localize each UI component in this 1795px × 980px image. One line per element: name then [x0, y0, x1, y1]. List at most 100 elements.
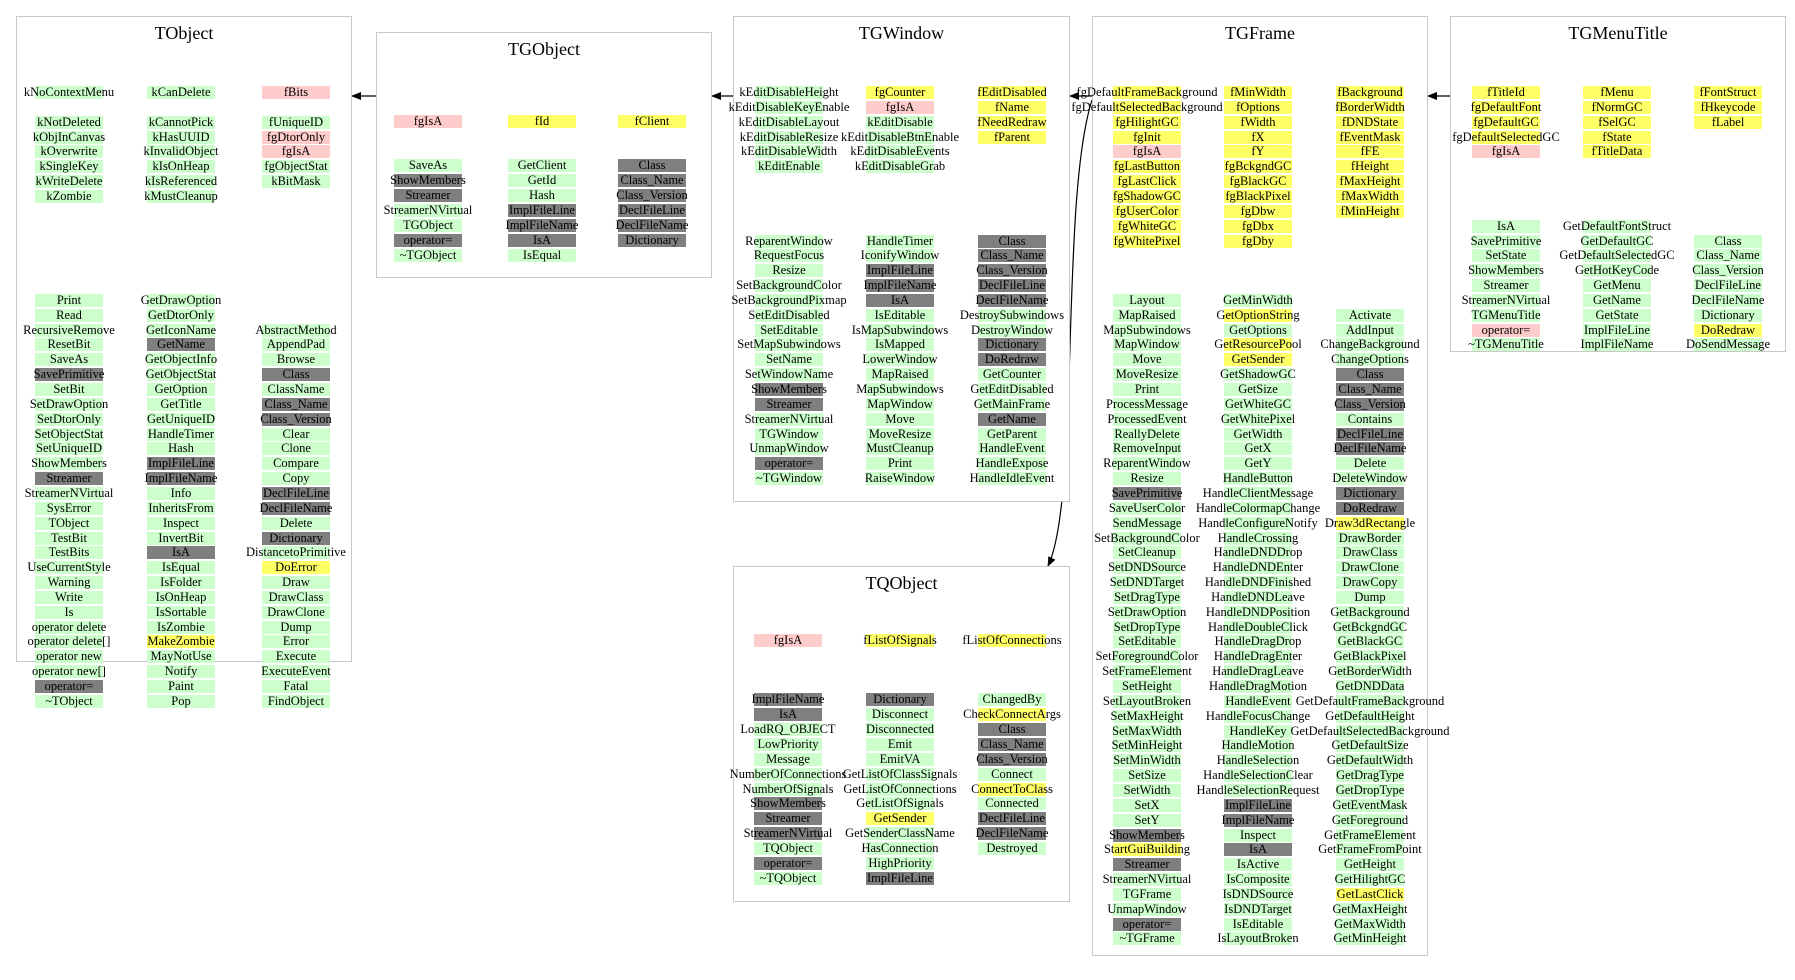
class-member: fMinHeight [1220, 205, 1520, 218]
class-member: DrawClone [1220, 561, 1520, 574]
class-member: IsFolder [31, 576, 331, 589]
class-member: SavePrimitive [0, 368, 219, 381]
member-label: StreamerNVirtual [383, 203, 473, 217]
member-label: GetMinWidth [1223, 293, 1293, 307]
class-member: kIsReferenced [31, 175, 331, 188]
class-member: Dump [146, 621, 446, 634]
member-label: DeclFileName [1691, 293, 1765, 307]
member-label: fgCounter [874, 85, 926, 99]
class-member: fBits [146, 86, 446, 99]
class-member: kBitMask [146, 175, 446, 188]
class-member: Browse [146, 353, 446, 366]
member-label: kEditDisableKeyEnable [728, 100, 850, 114]
member-label: SetDtorOnly [37, 412, 101, 426]
member-label: Notify [164, 664, 198, 678]
class-member: GetDNDData [1220, 680, 1520, 693]
member-label: operator new [36, 649, 102, 663]
member-label: DeclFileName [615, 218, 689, 232]
class-member: fState [1467, 131, 1767, 144]
member-label: fHeight [1350, 159, 1390, 173]
class-member: IsA [392, 234, 692, 247]
member-label: Draw3dRectangle [1324, 516, 1416, 530]
member-label: GetMaxWidth [1334, 917, 1406, 931]
member-label: IsEqual [522, 248, 562, 262]
class-member: MayNotUse [31, 650, 331, 663]
member-label: Resize [772, 263, 806, 277]
member-label: GetFrameElement [1324, 828, 1416, 842]
class-member: Hash [392, 189, 692, 202]
class-member: GetDefaultHeight [1220, 710, 1520, 723]
member-label: MakeZombie [147, 634, 215, 648]
member-label: RecursiveRemove [23, 323, 115, 337]
class-member: AppendPad [146, 338, 446, 351]
member-label: fgObjectStat [264, 159, 328, 173]
class-member: kNotDeleted [0, 116, 219, 129]
member-label: GetDefaultSize [1331, 738, 1409, 752]
class-member: Delete [146, 517, 446, 530]
class-member: GetTitle [31, 398, 331, 411]
member-label: Execute [275, 649, 317, 663]
class-member: DeclFileName [502, 219, 802, 232]
member-label: kMustCleanup [144, 189, 218, 203]
class-member: fHeight [1220, 160, 1520, 173]
member-label: GetDefaultFrameBackground [1295, 694, 1445, 708]
member-label: ImplFileLine [148, 456, 214, 470]
member-label: DeclFileName [1333, 441, 1407, 455]
class-member: InheritsFrom [31, 502, 331, 515]
class-member: fgCounter [750, 86, 1050, 99]
member-label: SetName [766, 352, 812, 366]
member-label: SetUniqueID [36, 441, 102, 455]
member-label: InheritsFrom [148, 501, 214, 515]
member-label: fId [534, 114, 550, 128]
member-label: Write [55, 590, 83, 604]
member-label: kHasUUID [152, 130, 210, 144]
class-member: Class_Version [1578, 264, 1795, 277]
class-member: Is [0, 606, 219, 619]
class-member: ShowMembers [0, 457, 219, 470]
class-member: GetClient [392, 159, 692, 172]
class-member: kIsOnHeap [31, 160, 331, 173]
class-member: kCannotPick [31, 116, 331, 129]
class-member: operator= [639, 457, 939, 470]
member-label: ShowMembers [31, 456, 107, 470]
member-label: GetBackground [1330, 605, 1410, 619]
member-label: IsOnHeap [155, 590, 207, 604]
member-label: Class_Name [1338, 382, 1402, 396]
member-label: Draw [282, 575, 310, 589]
class-member: TestBit [0, 532, 219, 545]
member-label: SetBackgroundColor [736, 278, 842, 292]
class-member: SetUniqueID [0, 442, 219, 455]
class-member: ChangeOptions [1220, 353, 1520, 366]
member-label: ImplFileName [505, 218, 579, 232]
member-label: fMaxHeight [1339, 174, 1401, 188]
class-member: Class [502, 159, 802, 172]
class-member: fMaxWidth [1220, 190, 1520, 203]
member-label: ClassName [267, 382, 325, 396]
member-label: ImplFileLine [509, 203, 575, 217]
member-label: DoError [275, 560, 317, 574]
class-member: GetMinHeight [1220, 932, 1520, 945]
class-member: ImplFileLine [31, 457, 331, 470]
class-member: Inspect [31, 517, 331, 530]
class-member: ~TGObject [278, 249, 578, 262]
member-label: GetEventMask [1332, 798, 1408, 812]
class-member: IsSortable [31, 606, 331, 619]
class-member: GetDefaultFrameBackground [1220, 695, 1520, 708]
member-label: SetDrawOption [29, 397, 109, 411]
member-label: Dump [1354, 590, 1386, 604]
class-member: Info [31, 487, 331, 500]
class-member: GetDefaultFontStruct [1467, 220, 1767, 233]
class-member: kWriteDelete [0, 175, 219, 188]
member-label: UnmapWindow [749, 441, 829, 455]
class-member: MakeZombie [31, 635, 331, 648]
class-member: SetBackgroundPixmap [639, 294, 939, 307]
class-member: GetDropType [1220, 784, 1520, 797]
class-member: DrawCopy [1220, 576, 1520, 589]
class-member: Pop [31, 695, 331, 708]
member-label: fHkeycode [1700, 100, 1756, 114]
member-label: GetDrawOption [140, 293, 222, 307]
member-label: GetDefaultWidth [1326, 753, 1414, 767]
class-member: SetWindowName [639, 368, 939, 381]
class-member: Class_Name [1578, 249, 1795, 262]
